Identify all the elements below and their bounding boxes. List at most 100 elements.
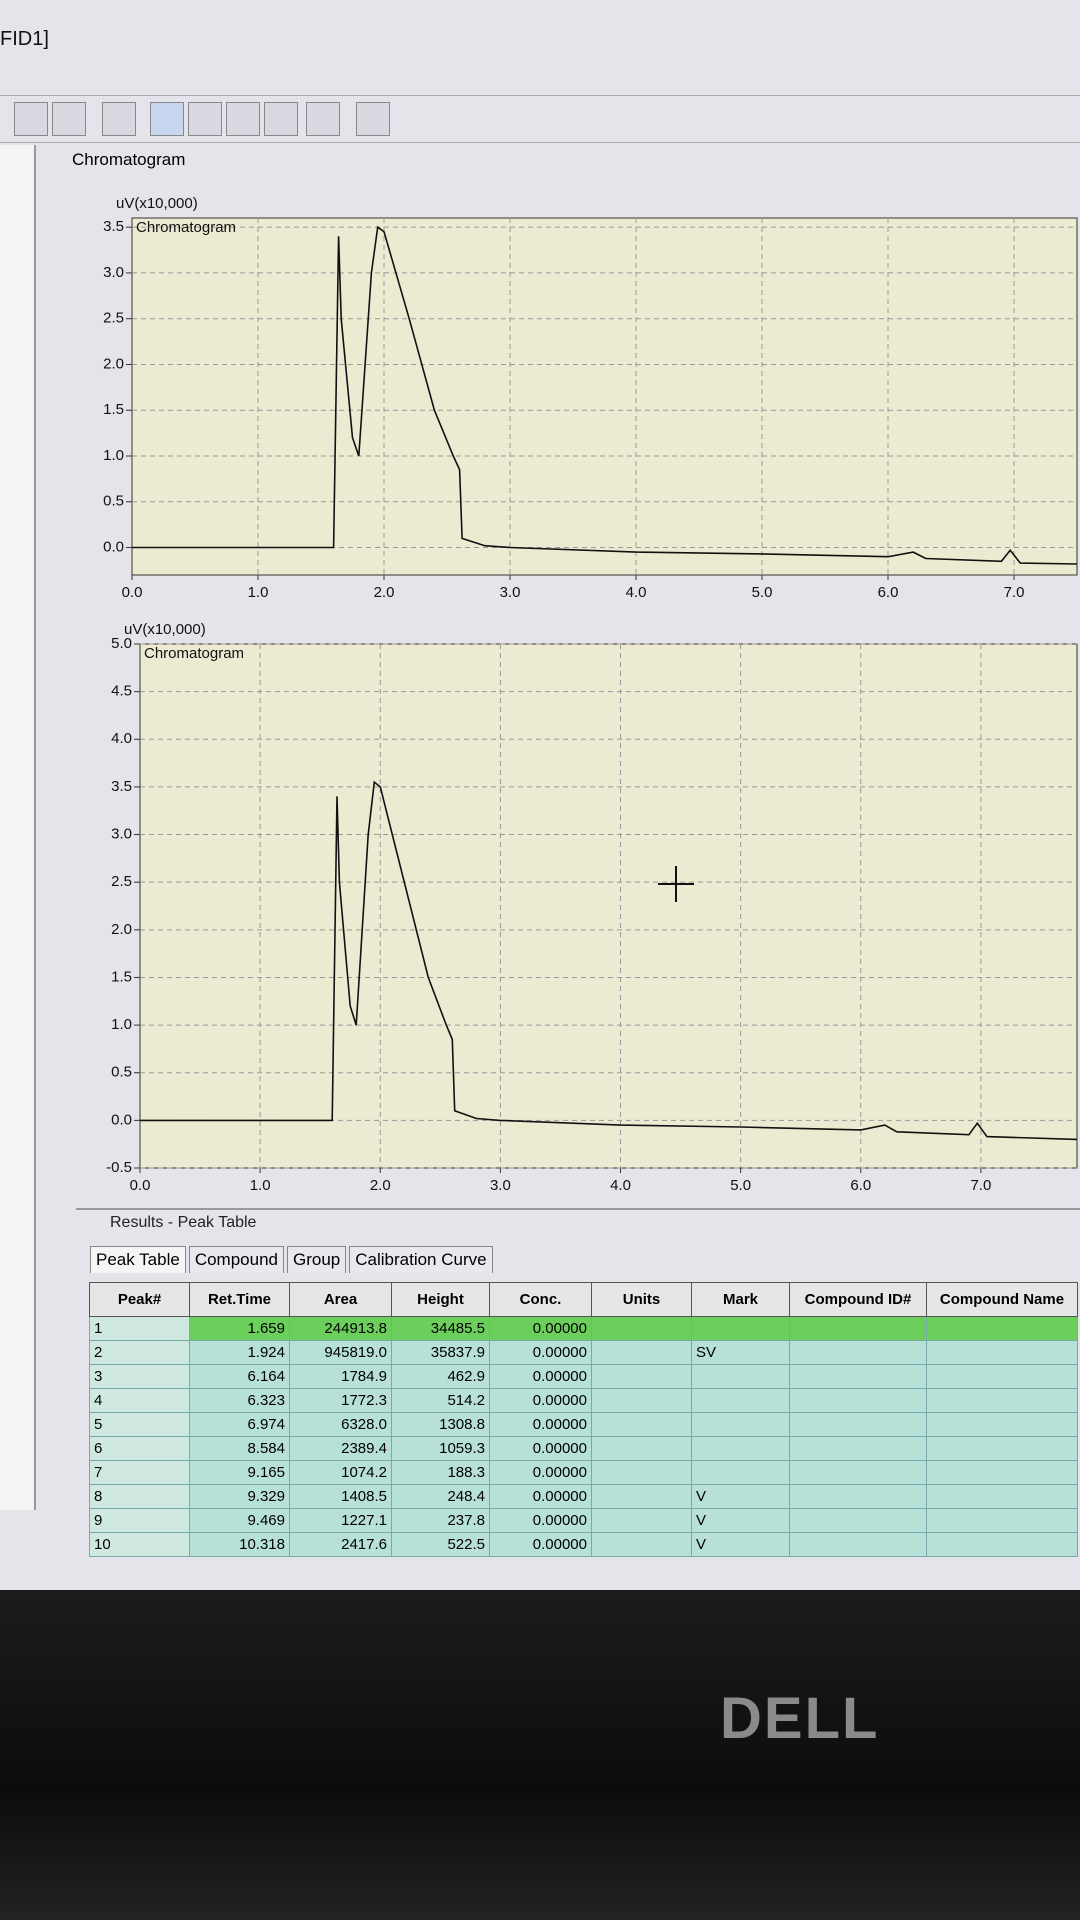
table-cell — [691, 1436, 790, 1461]
plot-area — [139, 643, 1078, 1169]
table-row[interactable]: 5 6.974 6328.0 1308.8 0.00000 — [89, 1412, 1078, 1437]
table-cell: 514.2 — [391, 1388, 490, 1413]
table-cell: 0.00000 — [489, 1436, 592, 1461]
chart-label: Chromatogram — [136, 219, 236, 236]
table-cell: 9.469 — [189, 1508, 290, 1533]
table-cell: 6 — [89, 1436, 190, 1461]
table-row[interactable]: 6 8.584 2389.4 1059.3 0.00000 — [89, 1436, 1078, 1461]
x-tick-label: 3.0 — [500, 584, 521, 601]
table-cell: 0.00000 — [489, 1508, 592, 1533]
table-cell: 237.8 — [391, 1508, 490, 1533]
table-cell — [789, 1484, 927, 1509]
y-tick-label: 0.0 — [111, 1111, 132, 1128]
view3-button[interactable] — [226, 102, 260, 136]
y-axis-title: uV(x10,000) — [124, 621, 206, 638]
column-header: Ret.Time — [189, 1282, 290, 1317]
table-row[interactable]: 4 6.323 1772.3 514.2 0.00000 — [89, 1388, 1078, 1413]
y-axis-title: uV(x10,000) — [116, 195, 198, 212]
table-cell — [591, 1484, 692, 1509]
table-cell — [591, 1532, 692, 1557]
table-row[interactable]: 1 1.659 244913.8 34485.5 0.00000 — [89, 1316, 1078, 1341]
table-cell: 1772.3 — [289, 1388, 392, 1413]
table-cell — [926, 1484, 1078, 1509]
tab[interactable]: Peak Table — [90, 1246, 186, 1273]
table-cell: 1227.1 — [289, 1508, 392, 1533]
y-tick-label: 1.5 — [103, 401, 124, 418]
column-header: Conc. — [489, 1282, 592, 1317]
toolbar — [0, 95, 1080, 143]
y-tick-label: 5.0 — [111, 635, 132, 652]
undo-button[interactable] — [306, 102, 340, 136]
view2-button[interactable] — [188, 102, 222, 136]
table-cell — [926, 1436, 1078, 1461]
y-tick-label: 4.0 — [111, 730, 132, 747]
table-cell — [691, 1412, 790, 1437]
x-tick-label: 2.0 — [374, 584, 395, 601]
table-cell: 9 — [89, 1508, 190, 1533]
screen: FID1] Chromatogram 0.0 1.0 2.0 3.0 4.0 5.0 6.0… — [0, 0, 1080, 1590]
y-tick-label: 1.0 — [111, 1016, 132, 1033]
panel-title: Chromatogram — [72, 150, 186, 169]
table-cell — [789, 1364, 927, 1389]
y-tick-label: 1.5 — [111, 968, 132, 985]
table-cell: 1 — [89, 1316, 190, 1341]
x-tick-label: 0.0 — [130, 1177, 151, 1194]
layout-button[interactable] — [102, 102, 136, 136]
x-tick-label: 2.0 — [370, 1177, 391, 1194]
table-cell — [591, 1340, 692, 1365]
table-cell: 1784.9 — [289, 1364, 392, 1389]
report-button[interactable] — [356, 102, 390, 136]
brand-logo: DELL — [720, 1686, 880, 1751]
tab[interactable]: Calibration Curve — [349, 1246, 493, 1273]
results-panel: Results - Peak Table Peak Table Compound G… — [76, 1208, 1080, 1562]
y-tick-label: -0.5 — [106, 1159, 132, 1176]
x-tick-label: 5.0 — [752, 584, 773, 601]
save-button[interactable] — [52, 102, 86, 136]
tab[interactable]: Group — [286, 1246, 347, 1273]
x-tick-label: 6.0 — [878, 584, 899, 601]
y-tick-label: 3.0 — [111, 826, 132, 843]
table-cell: 1074.2 — [289, 1460, 392, 1485]
y-tick-label: 2.5 — [111, 873, 132, 890]
table-row[interactable]: 2 1.924 945819.0 35837.9 0.00000 SV — [89, 1340, 1078, 1365]
table-row[interactable]: 7 9.165 1074.2 188.3 0.00000 — [89, 1460, 1078, 1485]
table-cell: 945819.0 — [289, 1340, 392, 1365]
table-cell: SV — [691, 1340, 790, 1365]
table-cell: V — [691, 1508, 790, 1533]
table-cell: 244913.8 — [289, 1316, 392, 1341]
table-cell — [926, 1532, 1078, 1557]
cursor — [658, 866, 694, 902]
table-cell: 0.00000 — [489, 1340, 592, 1365]
charts: 0.0 1.0 2.0 3.0 4.0 5.0 6.0 7.0 0.0 0.5 1.0 1.5 2.0 2… — [103, 195, 1078, 1194]
x-tick-label: 4.0 — [610, 1177, 631, 1194]
tab[interactable]: Compound — [188, 1246, 284, 1273]
table-cell — [926, 1388, 1078, 1413]
y-tick-label: 4.5 — [111, 683, 132, 700]
x-tick-label: 1.0 — [248, 584, 269, 601]
table-cell: 6328.0 — [289, 1412, 392, 1437]
table-cell — [789, 1508, 927, 1533]
tabs: Peak Table Compound Group Calibration Curve — [90, 1246, 496, 1273]
table-cell: 7 — [89, 1460, 190, 1485]
table-row[interactable]: 8 9.329 1408.5 248.4 0.00000 V — [89, 1484, 1078, 1509]
table-cell — [691, 1460, 790, 1485]
table-cell — [789, 1532, 927, 1557]
column-header: Mark — [691, 1282, 790, 1317]
table-cell: V — [691, 1532, 790, 1557]
table-cell — [789, 1340, 927, 1365]
window-title: FID1] — [0, 28, 49, 50]
view1-button[interactable] — [150, 102, 184, 136]
table-cell — [926, 1316, 1078, 1341]
y-tick-label: 1.0 — [103, 447, 124, 464]
trace — [132, 225, 1078, 565]
table-row[interactable]: 3 6.164 1784.9 462.9 0.00000 — [89, 1364, 1078, 1389]
view4-button[interactable] — [264, 102, 298, 136]
table-cell — [926, 1460, 1078, 1485]
table-cell: V — [691, 1484, 790, 1509]
open-button[interactable] — [14, 102, 48, 136]
table-cell — [926, 1364, 1078, 1389]
table-row[interactable]: 10 10.318 2417.6 522.5 0.00000 V — [89, 1532, 1078, 1557]
peak-table: Peak# Ret.Time Area Height Conc. Units Mark Com… — [89, 1282, 1078, 1557]
table-row[interactable]: 9 9.469 1227.1 237.8 0.00000 V — [89, 1508, 1078, 1533]
